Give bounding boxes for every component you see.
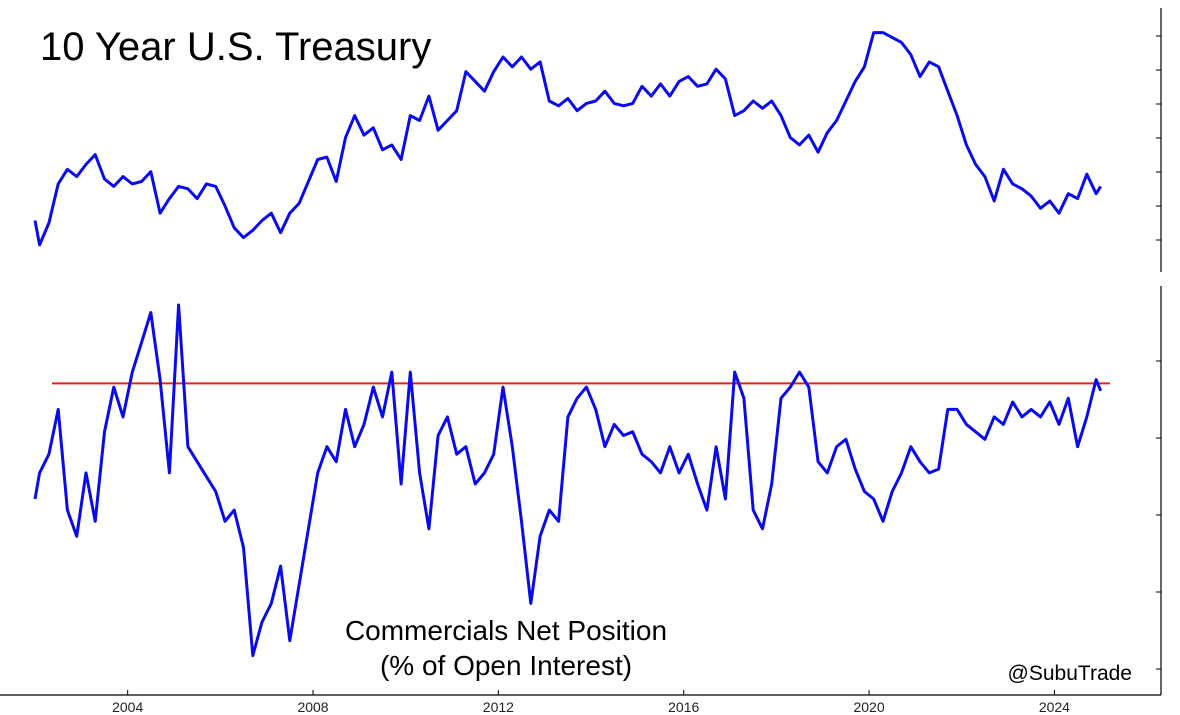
x-tick-label: 2024 xyxy=(1039,699,1070,715)
bottom-x-ticks: 2004 2008 2012 2016 2020 2024 xyxy=(112,690,1070,715)
top-y-ticks xyxy=(1156,35,1161,241)
x-tick-label: 2016 xyxy=(668,699,699,715)
x-tick-label: 2020 xyxy=(853,699,884,715)
annotation-line2: (% of Open Interest) xyxy=(380,650,632,681)
chart-title: 10 Year U.S. Treasury xyxy=(40,25,431,69)
top-panel: 10 Year U.S. Treasury xyxy=(33,8,1162,272)
x-tick-label: 2008 xyxy=(297,699,328,715)
credit-text: @SubuTrade xyxy=(1008,662,1132,685)
bottom-y-ticks xyxy=(1156,360,1161,670)
annotation-line1: Commercials Net Position xyxy=(345,615,667,646)
x-tick-label: 2004 xyxy=(112,699,143,715)
bottom-panel: 2004 2008 2012 2016 2020 2024 Commercials Net… xyxy=(0,286,1162,715)
x-tick-label: 2012 xyxy=(483,699,514,715)
treasury-price-line xyxy=(33,31,1102,247)
commercials-net-position-line xyxy=(33,303,1103,658)
